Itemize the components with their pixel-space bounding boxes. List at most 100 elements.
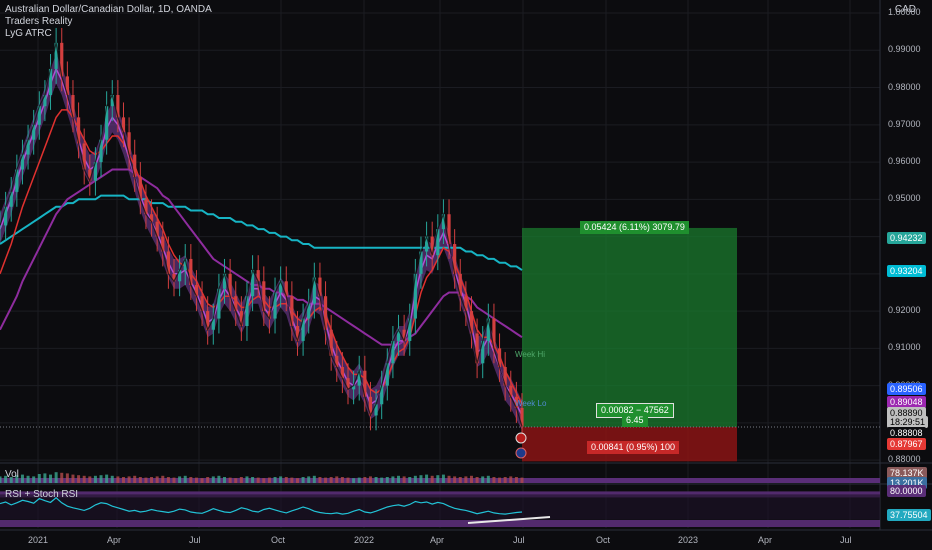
candle-body	[312, 277, 316, 304]
candle-body	[419, 251, 423, 274]
volume-bar	[200, 478, 204, 483]
candle-body	[206, 311, 210, 330]
volume-bar	[245, 476, 249, 483]
volume-pane-label[interactable]: Vol	[5, 469, 19, 480]
symbol-title[interactable]: Australian Dollar/Canadian Dollar, 1D, O…	[5, 4, 212, 15]
candle-body	[436, 229, 440, 256]
volume-bar	[262, 478, 266, 483]
candle-body	[295, 326, 300, 341]
volume-bar	[183, 475, 187, 483]
volume-bar	[363, 477, 367, 483]
time-axis-tick: 2023	[678, 535, 699, 545]
rsi-pane-label[interactable]: RSI + Stoch RSI	[5, 489, 79, 500]
candle-body	[447, 214, 451, 245]
volume-bar	[380, 477, 384, 483]
price-axis-tick: 0.99000	[888, 44, 921, 55]
candle-body	[458, 273, 462, 297]
volume-bar	[374, 477, 378, 483]
candle-body	[441, 214, 446, 230]
candle-body	[256, 270, 260, 282]
volume-bar	[26, 475, 30, 483]
candle-body	[161, 236, 165, 252]
time-axis-tick: Oct	[596, 535, 611, 545]
volume-bar	[335, 476, 339, 483]
candle-body	[250, 270, 255, 297]
volume-bar	[150, 477, 154, 483]
volume-bar	[239, 477, 243, 483]
rsi-value-badge: 37.75504	[887, 509, 931, 521]
volume-bar	[251, 477, 255, 483]
candle-body	[0, 225, 2, 227]
time-axis-tick: Jul	[189, 535, 201, 545]
volume-bar	[385, 477, 389, 483]
candle-body	[475, 333, 479, 364]
volume-bar	[498, 477, 502, 483]
week-hi-label: Week Hi	[515, 350, 546, 360]
price-axis-tick: 0.98000	[888, 81, 921, 92]
volume-bar	[279, 476, 283, 483]
volume-bar	[172, 477, 176, 483]
candle-body	[20, 154, 25, 170]
candle-body	[503, 366, 507, 386]
volume-bar	[144, 477, 148, 483]
position-target-label[interactable]: 0.05424 (6.11%) 3079.79	[580, 221, 689, 234]
time-axis-tick: Apr	[758, 535, 773, 545]
currency-label: CAD	[894, 4, 916, 15]
volume-bar	[486, 475, 490, 483]
volume-bar	[88, 476, 92, 483]
time-axis-tick: 2022	[354, 535, 375, 545]
candle-body	[99, 139, 103, 163]
volume-bar	[9, 477, 13, 483]
time-axis-tick: Oct	[271, 535, 286, 545]
volume-bar	[110, 475, 114, 483]
volume-bar	[295, 478, 299, 483]
candle-body	[200, 296, 204, 312]
candle-body	[82, 143, 86, 170]
time-axis-tick: 2021	[28, 535, 49, 545]
volume-bar	[503, 477, 507, 483]
price-axis-tick: 1.00000	[888, 7, 921, 18]
volume-bar	[60, 472, 64, 483]
volume-bar	[357, 477, 361, 483]
price-axis-tick: 0.92000	[888, 305, 921, 316]
volume-bar	[138, 477, 142, 483]
price-axis-tick: 0.95000	[888, 193, 921, 204]
volume-bar	[290, 477, 294, 483]
volume-bar	[65, 473, 69, 483]
volume-bar	[82, 475, 86, 483]
candle-body	[469, 311, 474, 334]
indicator-traders-reality[interactable]: Traders Reality	[5, 16, 73, 27]
candle-body	[396, 329, 401, 341]
volume-bar	[481, 476, 485, 483]
indicator-lyg-atrc[interactable]: LyG ATRC	[5, 28, 52, 39]
rsi-lower-band	[0, 520, 880, 527]
candle-body	[514, 396, 518, 408]
time-axis-tick: Jul	[840, 535, 852, 545]
position-entry-label-2[interactable]: 6.45	[622, 414, 648, 427]
volume-bar	[43, 473, 47, 483]
price-badge: 0.89048	[887, 396, 926, 408]
candle-body	[363, 370, 367, 397]
candle-body	[76, 117, 81, 144]
volume-ma-band	[0, 478, 880, 483]
volume-bar	[318, 477, 322, 483]
candle-body	[15, 169, 19, 192]
volume-bar	[99, 475, 103, 483]
candle-body	[368, 396, 373, 416]
volume-bar	[329, 477, 333, 483]
volume-bar	[307, 476, 311, 483]
time-axis-tick: Jul	[513, 535, 525, 545]
rsi-background-band	[0, 494, 880, 520]
volume-bar	[166, 477, 170, 483]
volume-bar	[37, 474, 41, 483]
volume-bar	[514, 477, 518, 483]
candle-body	[211, 318, 215, 330]
candle-body	[26, 139, 30, 155]
position-stop-label[interactable]: 0.00841 (0.95%) 100	[587, 441, 680, 454]
ma-slow-purple-line	[0, 168, 523, 346]
volume-bar	[127, 476, 131, 483]
candle-body	[413, 273, 417, 319]
candle-body	[234, 296, 238, 312]
